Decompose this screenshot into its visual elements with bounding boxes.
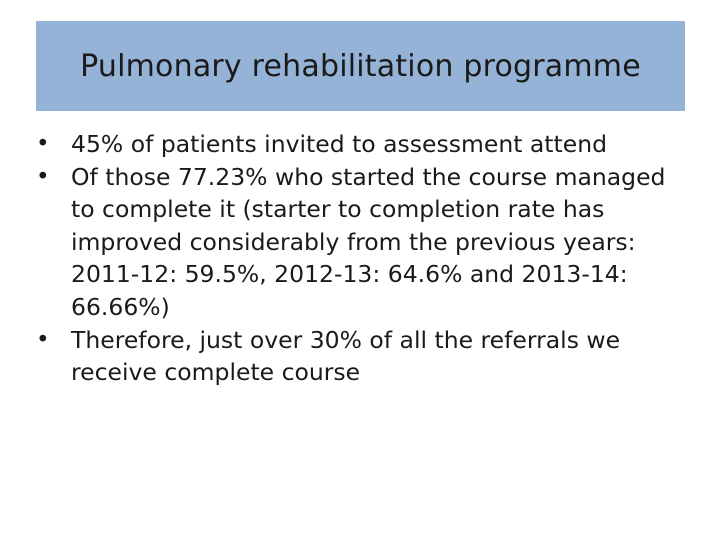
bullet-text: Of those 77.23% who started the course m… — [71, 162, 666, 321]
title-banner: Pulmonary rehabilitation programme — [36, 21, 685, 111]
bullet-dot-icon: • — [36, 163, 50, 190]
bullet-dot-icon: • — [36, 131, 50, 157]
bullet-text: Therefore, just over 30% of all the refe… — [71, 325, 621, 387]
bullet-item: • 45% of patients invited to assessment … — [36, 128, 696, 161]
bullet-item: • Of those 77.23% who started the course… — [36, 161, 696, 324]
bullet-list: • 45% of patients invited to assessment … — [36, 128, 696, 389]
slide-title: Pulmonary rehabilitation programme — [80, 48, 641, 84]
bullet-item: • Therefore, just over 30% of all the re… — [36, 324, 696, 389]
bullet-dot-icon: • — [36, 326, 50, 353]
bullet-text: 45% of patients invited to assessment at… — [71, 130, 608, 158]
